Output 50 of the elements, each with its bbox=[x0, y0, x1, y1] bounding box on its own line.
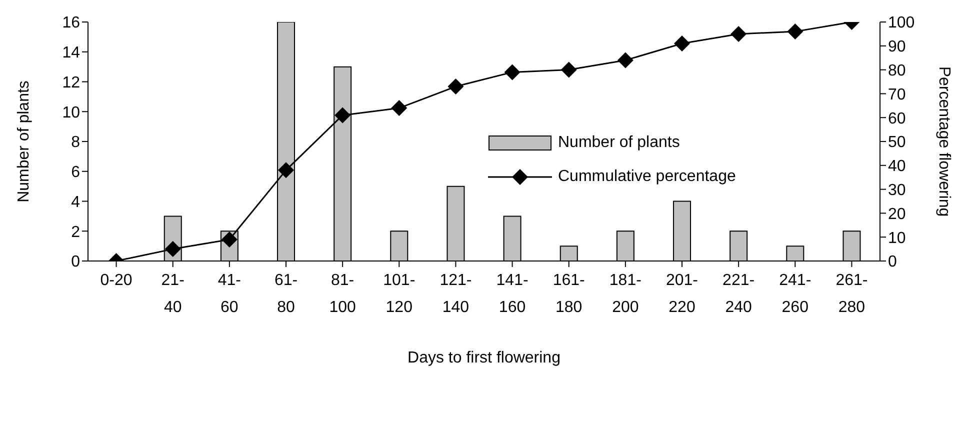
y-tick-label: 14 bbox=[62, 44, 80, 62]
y2-axis-title: Percentage flowering bbox=[935, 66, 952, 217]
y2-tick-label: 100 bbox=[888, 14, 915, 32]
x-tick-label: 241- 260 bbox=[779, 272, 812, 316]
y-axis-title: Number of plants bbox=[16, 80, 33, 202]
point bbox=[730, 26, 747, 42]
point bbox=[560, 62, 577, 78]
x-tick-label: 221- 240 bbox=[722, 272, 755, 316]
y-tick-label: 16 bbox=[62, 14, 80, 32]
y2-tick-label: 80 bbox=[888, 62, 906, 80]
x-tick-label: 81- 100 bbox=[329, 272, 356, 316]
x-tick-label: 181- 200 bbox=[609, 272, 642, 316]
y-tick-label: 0 bbox=[71, 254, 80, 271]
x-tick-label: 21- 40 bbox=[161, 272, 184, 316]
y2-tick-label: 90 bbox=[888, 38, 906, 56]
point bbox=[278, 162, 294, 178]
x-tick-label: 141- 160 bbox=[496, 272, 528, 316]
y2-tick-label: 20 bbox=[888, 206, 906, 223]
y2-tick-label: 30 bbox=[888, 182, 906, 199]
y-tick-label: 12 bbox=[62, 74, 80, 92]
legend-label: Number of plants bbox=[558, 134, 680, 152]
point bbox=[334, 107, 351, 124]
point bbox=[787, 24, 804, 40]
y-tick-label: 10 bbox=[62, 104, 80, 122]
y-tick-label: 4 bbox=[71, 194, 80, 211]
y-tick-label: 2 bbox=[71, 224, 80, 241]
x-tick-label: 201- 220 bbox=[666, 272, 698, 316]
x-tick-label: 0-20 bbox=[100, 272, 132, 289]
x-axis-title: Days to first flowering bbox=[408, 349, 560, 366]
x-tick-label: 121- 140 bbox=[440, 272, 472, 316]
point bbox=[448, 78, 464, 95]
point bbox=[674, 36, 690, 52]
y2-tick-label: 0 bbox=[888, 254, 897, 271]
legend-label: Cummulative percentage bbox=[558, 168, 736, 186]
y-tick-label: 6 bbox=[71, 164, 80, 182]
x-tick-label: 61- 80 bbox=[274, 272, 298, 316]
x-tick-label: 261- 280 bbox=[836, 272, 868, 316]
x-tick-label: 41- 60 bbox=[218, 272, 241, 316]
y2-tick-label: 40 bbox=[888, 158, 906, 176]
y2-tick-label: 10 bbox=[888, 230, 906, 247]
y-tick-label: 8 bbox=[71, 134, 80, 152]
point bbox=[164, 241, 181, 258]
x-tick-label: 101- 120 bbox=[383, 272, 416, 316]
y2-tick-label: 50 bbox=[888, 134, 906, 152]
x-tick-label: 161- 180 bbox=[552, 272, 585, 316]
y2-tick-label: 60 bbox=[888, 110, 906, 128]
y2-tick-label: 70 bbox=[888, 86, 906, 104]
point bbox=[617, 52, 634, 68]
point bbox=[504, 64, 520, 80]
point bbox=[391, 100, 408, 116]
